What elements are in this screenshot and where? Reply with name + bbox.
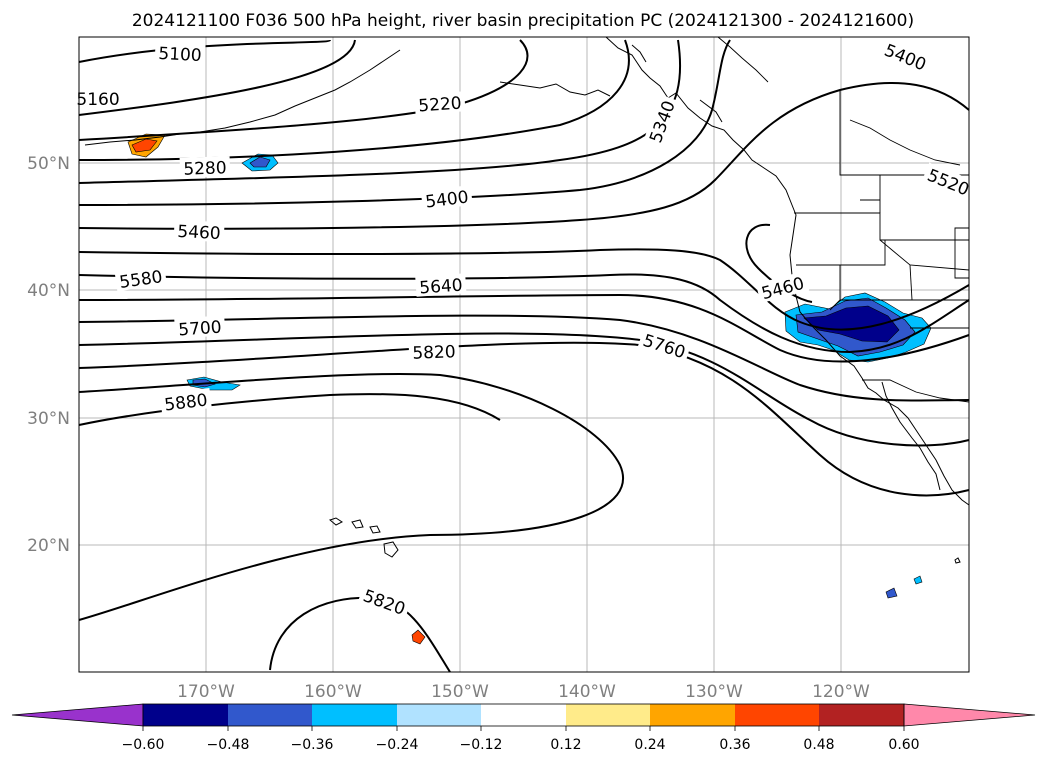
map-frame <box>78 36 970 673</box>
colorbar-bin-6 <box>566 704 650 726</box>
colorbar-tick-label: −0.36 <box>291 737 334 753</box>
colorbar-tick-label: 0.48 <box>803 737 834 753</box>
lon-label-130w: 130°W <box>685 682 743 702</box>
latitude-axis: 50°N 40°N 30°N 20°N <box>27 154 70 556</box>
lon-label-150w: 150°W <box>431 682 489 702</box>
contour-label-5160: 5160 <box>76 90 119 110</box>
contour-label-5220: 5220 <box>418 94 463 117</box>
lat-label-30n: 30°N <box>27 409 70 429</box>
colorbar-tick-label: −0.60 <box>122 737 165 753</box>
colorbar-left-extend <box>11 703 144 727</box>
colorbar-tick-label: 0.24 <box>634 737 665 753</box>
colorbar: −0.60 −0.48 −0.36 −0.24 −0.12 0.12 0.24 … <box>11 703 1036 753</box>
coastlines <box>84 36 970 564</box>
colorbar-tick-label: −0.24 <box>376 737 419 753</box>
figure-title: 2024121100 F036 500 hPa height, river ba… <box>132 11 914 31</box>
contour-label-5460-west: 5460 <box>177 222 221 244</box>
lat-label-20n: 20°N <box>27 536 70 556</box>
precip-aleutian-blue <box>241 153 279 172</box>
lon-label-160w: 160°W <box>304 682 362 702</box>
colorbar-tick-label: 0.12 <box>550 737 581 753</box>
map-panel: 5100 5160 5220 5280 5340 5400 5400 5460 … <box>73 36 976 673</box>
contour-label-5640: 5640 <box>419 276 464 299</box>
contour-label-5700: 5700 <box>178 318 223 341</box>
colorbar-outline <box>142 703 905 727</box>
contour-labels: 5100 5160 5220 5280 5340 5400 5400 5460 … <box>73 37 976 620</box>
colorbar-bin-8 <box>735 704 819 726</box>
lon-label-170w: 170°W <box>177 682 235 702</box>
contour-label-5820-north: 5820 <box>412 342 456 363</box>
lat-label-50n: 50°N <box>27 154 70 174</box>
colorbar-tick-label: 0.36 <box>719 737 750 753</box>
colorbar-bin-4 <box>397 704 481 726</box>
precip-south-orange <box>411 629 426 645</box>
colorbar-bin-3 <box>312 704 397 726</box>
colorbar-bin-7 <box>650 704 735 726</box>
colorbar-right-extend <box>903 703 1036 727</box>
longitude-axis: 170°W 160°W 150°W 140°W 130°W 120°W <box>177 682 870 702</box>
lat-label-40n: 40°N <box>27 281 70 301</box>
precip-pc-shading <box>127 133 932 645</box>
precip-mexico-light <box>913 575 923 585</box>
colorbar-bin-5 <box>481 704 566 726</box>
lon-label-140w: 140°W <box>558 682 616 702</box>
colorbar-tick-label: 0.60 <box>888 737 919 753</box>
colorbar-tick-label: −0.12 <box>460 737 503 753</box>
colorbar-tick-label: −0.48 <box>207 737 250 753</box>
colorbar-tick-marks <box>142 726 905 731</box>
contour-label-5100: 5100 <box>158 44 202 66</box>
precip-california-basin <box>784 292 932 363</box>
contour-label-5280: 5280 <box>183 158 227 179</box>
colorbar-bin-2 <box>228 704 312 726</box>
precip-mexico-blue <box>885 587 898 599</box>
lon-label-120w: 120°W <box>812 682 870 702</box>
colorbar-bin-1 <box>143 704 228 726</box>
borders <box>717 36 970 403</box>
colorbar-bin-9 <box>819 704 904 726</box>
